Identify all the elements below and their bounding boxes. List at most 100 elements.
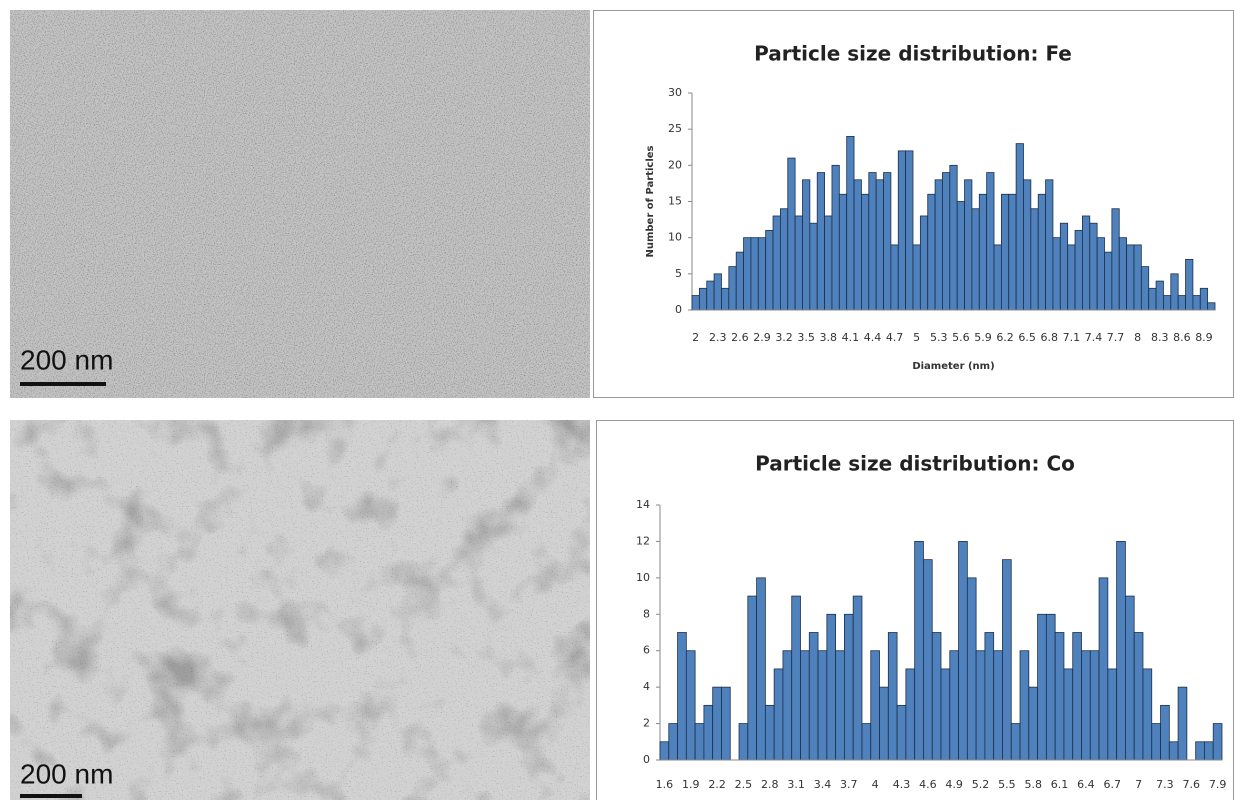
x-tick-label: 7.6 — [1183, 778, 1201, 791]
bar — [1212, 723, 1223, 761]
x-tick-label: 5.2 — [972, 778, 990, 791]
x-tick-label: 4.9 — [945, 778, 963, 791]
bar — [835, 650, 845, 761]
bar — [764, 704, 775, 761]
x-tick-label: 7.7 — [1107, 331, 1125, 344]
bar — [1177, 686, 1188, 761]
y-tick-label: 0 — [675, 303, 682, 316]
bar — [1148, 287, 1157, 311]
x-tick-label: 3.1 — [787, 778, 805, 791]
bar — [1104, 251, 1113, 311]
bar — [1107, 668, 1118, 761]
bar — [691, 295, 700, 311]
y-tick-label: 14 — [636, 498, 650, 511]
bar — [887, 632, 898, 761]
x-tick-label: 5.9 — [974, 331, 992, 344]
bar — [750, 237, 759, 311]
bar — [1133, 632, 1144, 761]
x-tick-label: 1.9 — [682, 778, 700, 791]
bar — [773, 668, 784, 761]
x-tick-label: 4.7 — [886, 331, 904, 344]
bar — [1207, 302, 1216, 311]
bar — [914, 541, 924, 761]
bar — [738, 723, 749, 761]
bar — [896, 704, 907, 761]
y-tick-label: 4 — [643, 680, 650, 693]
bar — [706, 280, 715, 311]
x-tick-label: 4.6 — [919, 778, 937, 791]
bar — [817, 650, 828, 761]
bar — [1116, 541, 1126, 761]
bar — [1142, 668, 1153, 761]
x-tick-label: 5 — [913, 331, 920, 344]
bar — [694, 723, 705, 761]
bar — [1160, 704, 1170, 761]
bar — [949, 164, 958, 311]
bar — [1052, 237, 1061, 311]
tem-image — [10, 10, 590, 398]
y-tick-label: 30 — [668, 86, 682, 99]
x-tick-label: 4.1 — [842, 331, 860, 344]
bar — [971, 208, 980, 311]
x-tick-label: 6.8 — [1041, 331, 1059, 344]
x-tick-label: 8.3 — [1151, 331, 1169, 344]
bar — [757, 237, 767, 311]
bar — [861, 193, 870, 311]
x-tick-label: 7 — [1135, 778, 1142, 791]
bar — [1082, 215, 1091, 311]
y-tick-label: 5 — [675, 267, 682, 280]
bar — [808, 632, 819, 761]
bar — [852, 595, 863, 761]
bar — [1008, 193, 1017, 311]
bar — [870, 650, 880, 761]
x-tick-label: 6.2 — [996, 331, 1014, 344]
bar — [1140, 266, 1150, 311]
bar — [978, 193, 988, 311]
bar — [846, 135, 855, 311]
bar — [1028, 686, 1038, 761]
bar — [816, 172, 825, 311]
bar — [964, 179, 973, 311]
bar — [1192, 295, 1201, 311]
bar — [912, 244, 921, 311]
bar — [1155, 280, 1164, 311]
bar — [1177, 295, 1186, 311]
bar — [802, 179, 811, 311]
y-tick-label: 25 — [668, 122, 682, 135]
y-tick-label: 6 — [643, 644, 650, 657]
bar — [966, 577, 977, 761]
bar — [703, 704, 714, 761]
bar — [923, 559, 933, 761]
bar — [1054, 632, 1065, 761]
x-tick-label: 8.6 — [1173, 331, 1191, 344]
bar — [685, 650, 696, 761]
x-axis-label: Diameter (nm) — [912, 361, 994, 372]
bar — [1125, 595, 1135, 761]
bar — [1045, 179, 1054, 311]
bar — [844, 613, 854, 761]
bar — [1000, 193, 1010, 311]
bar — [931, 632, 942, 761]
bar — [1170, 273, 1179, 311]
x-tick-label: 4.4 — [864, 331, 882, 344]
bar — [794, 215, 803, 311]
bar — [993, 650, 1003, 761]
bar — [984, 632, 995, 761]
x-tick-label: 7.1 — [1063, 331, 1081, 344]
bar — [1072, 632, 1082, 761]
x-tick-label: 3.4 — [814, 778, 832, 791]
scale-label: 200 nm — [20, 758, 113, 789]
x-tick-label: 2.6 — [731, 331, 749, 344]
bar — [728, 266, 737, 311]
bar — [905, 668, 916, 761]
bar — [1151, 723, 1161, 761]
chart-title: Particle size distribution: Co — [755, 452, 1075, 476]
y-tick-label: 2 — [643, 717, 650, 730]
bar — [735, 251, 744, 311]
y-tick-label: 8 — [643, 607, 650, 620]
bar — [668, 723, 678, 761]
bar — [897, 150, 907, 311]
x-tick-label: 2.8 — [761, 778, 779, 791]
x-tick-label: 3.8 — [820, 331, 838, 344]
bar — [1030, 208, 1039, 311]
